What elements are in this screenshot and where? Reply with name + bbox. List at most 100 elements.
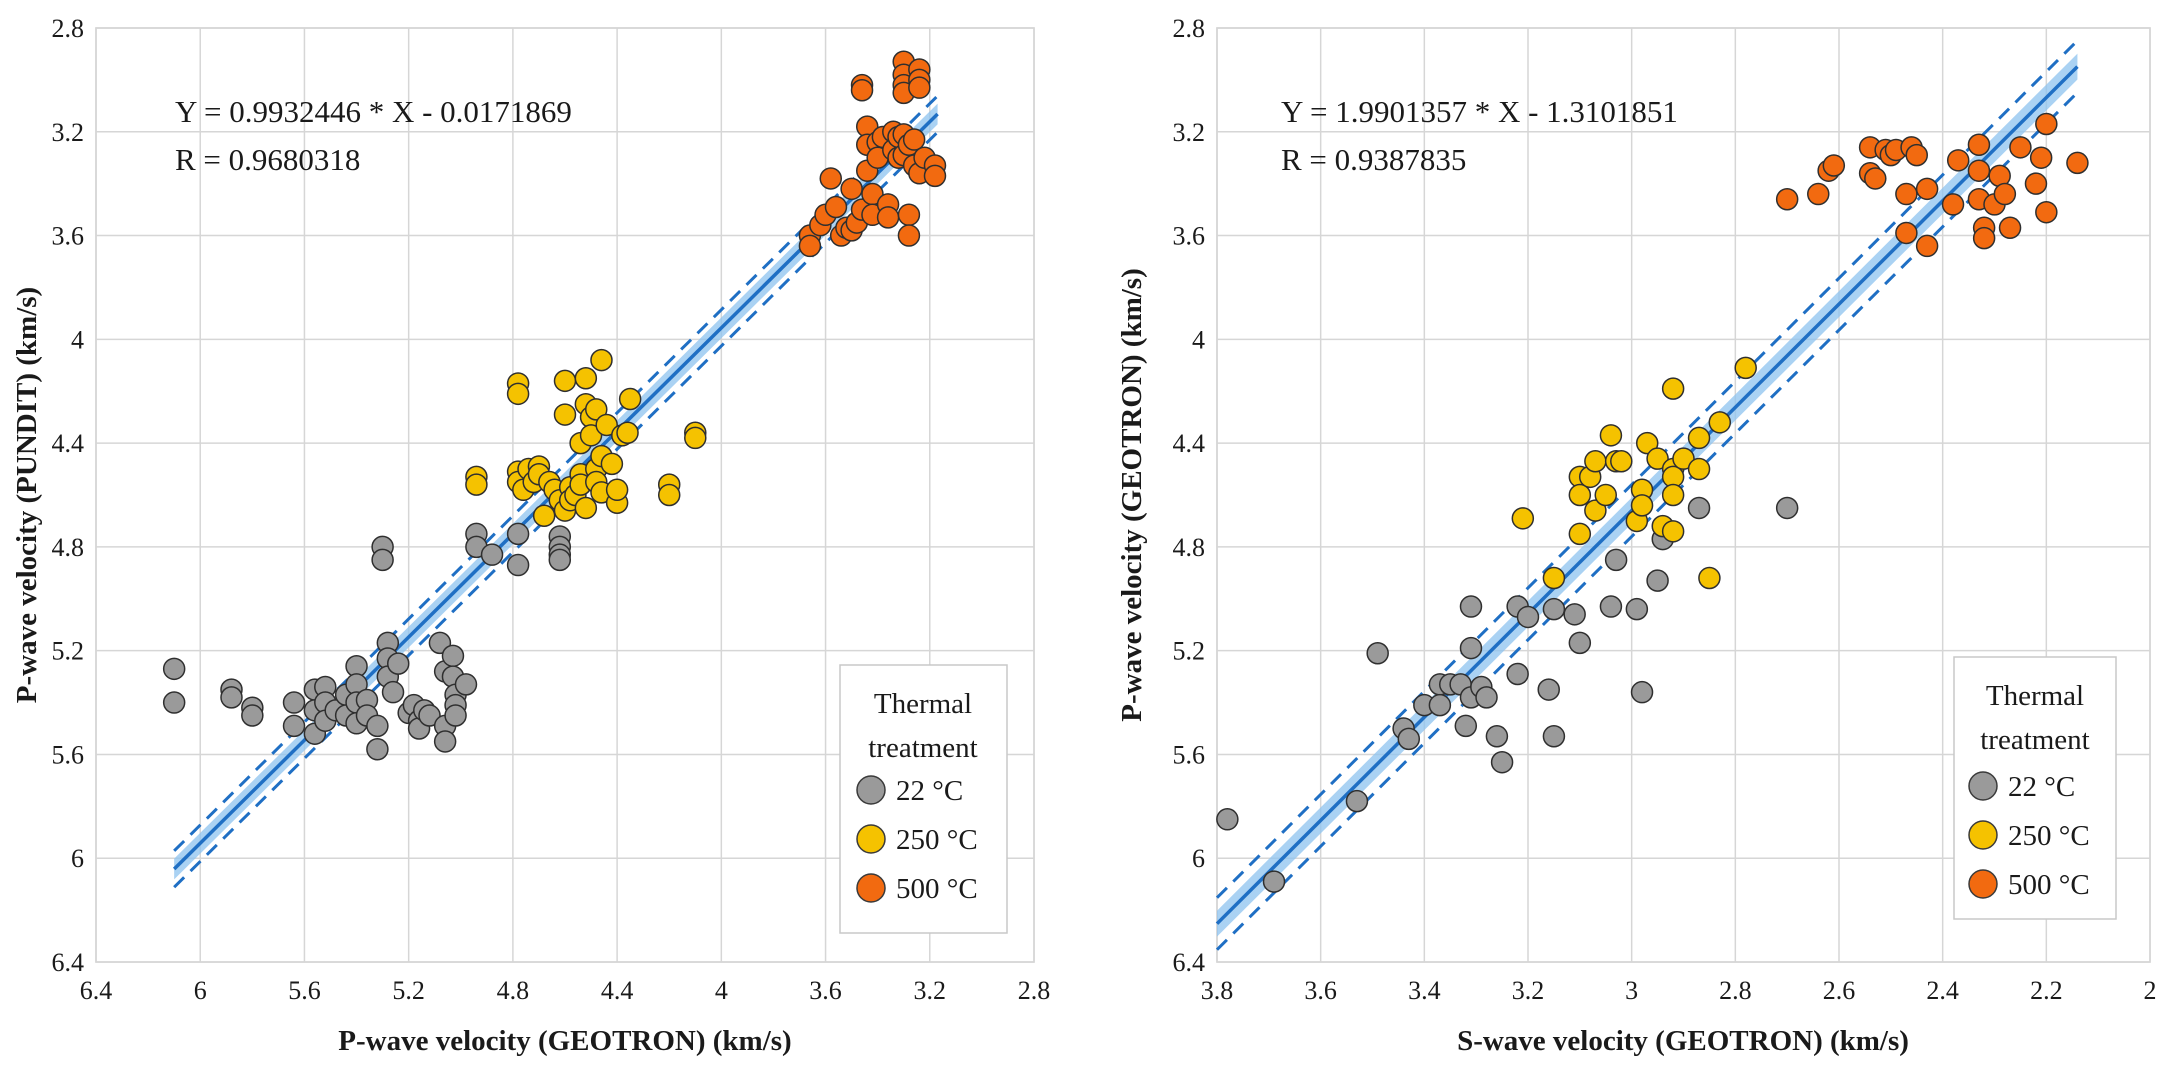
left-point-22c bbox=[418, 704, 441, 727]
right-point-500c bbox=[1967, 133, 1991, 156]
right-x-tick-label: 3.2 bbox=[1512, 976, 1545, 1005]
left-point-22c bbox=[444, 704, 467, 727]
left-correlation-coefficient: R = 0.9680318 bbox=[175, 142, 360, 177]
right-point-500c bbox=[1998, 216, 2022, 240]
right-x-tick-label: 2.4 bbox=[1926, 976, 1959, 1005]
left-y-tick-label: 3.6 bbox=[52, 222, 85, 251]
left-point-22c bbox=[454, 673, 478, 696]
left-x-tick-label: 6.4 bbox=[80, 976, 113, 1005]
right-point-250c bbox=[1542, 566, 1566, 590]
left-point-22c bbox=[441, 644, 465, 668]
right-point-22c bbox=[1485, 725, 1509, 748]
right-y-tick-label: 2.8 bbox=[1173, 14, 1206, 43]
left-point-500c bbox=[902, 128, 926, 151]
right-x-tick-label: 2 bbox=[2144, 976, 2157, 1005]
right-point-500c bbox=[1895, 182, 1918, 206]
left-y-tick-label: 4.4 bbox=[52, 429, 85, 458]
right-point-500c bbox=[2035, 112, 2058, 136]
right-point-22c bbox=[1563, 603, 1586, 626]
left-x-tick-label: 6 bbox=[194, 976, 207, 1005]
left-point-250c bbox=[465, 473, 488, 496]
right-correlation-coefficient: R = 0.9387835 bbox=[1281, 142, 1466, 177]
right-point-250c bbox=[1646, 447, 1669, 470]
right-x-tick-label: 3 bbox=[1625, 976, 1638, 1005]
right-point-22c bbox=[1506, 662, 1529, 686]
left-x-tick-label: 4.4 bbox=[601, 976, 634, 1005]
right-point-500c bbox=[1946, 149, 1970, 172]
right-legend-label-250c: 250 °C bbox=[2008, 820, 2090, 852]
left-legend-marker-500c bbox=[856, 873, 886, 903]
left-point-250c bbox=[616, 421, 639, 444]
right-point-250c bbox=[1698, 566, 1721, 590]
right-point-22c bbox=[1459, 595, 1483, 618]
right-point-22c bbox=[1516, 605, 1540, 629]
left-point-22c bbox=[162, 691, 186, 714]
left-legend-marker-250c bbox=[856, 824, 886, 854]
right-point-250c bbox=[1630, 494, 1654, 517]
right-point-250c bbox=[1594, 483, 1617, 507]
right-y-tick-label: 3.2 bbox=[1173, 118, 1206, 147]
left-point-22c bbox=[386, 652, 410, 675]
left-point-250c bbox=[553, 369, 577, 393]
left-point-22c bbox=[282, 691, 306, 714]
right-x-tick-label: 3.4 bbox=[1408, 976, 1441, 1005]
left-legend-label-250c: 250 °C bbox=[896, 824, 978, 856]
right-point-250c bbox=[1610, 450, 1633, 473]
right-point-250c bbox=[1568, 522, 1592, 546]
right-point-22c bbox=[1775, 496, 1799, 520]
right-x-tick-label: 2.2 bbox=[2030, 976, 2063, 1005]
left-x-tick-labels: 6.4 6 5.6 5.2 4.8 4.4 4 3.6 3.2 2.8 bbox=[80, 976, 1051, 1005]
right-point-250c bbox=[1708, 411, 1732, 434]
left-point-22c bbox=[366, 738, 389, 761]
left-point-250c bbox=[585, 398, 608, 421]
right-plot-area bbox=[1215, 27, 2151, 963]
right-point-500c bbox=[2035, 200, 2058, 224]
left-point-22c bbox=[371, 548, 394, 572]
right-point-500c bbox=[1915, 177, 1939, 201]
left-point-22c bbox=[220, 686, 243, 709]
right-point-500c bbox=[2009, 136, 2032, 159]
right-x-tick-label: 2.8 bbox=[1719, 976, 1752, 1005]
right-series-22c bbox=[1216, 496, 1799, 893]
left-x-axis-title: P-wave velocity (GEOTRON) (km/s) bbox=[338, 1025, 791, 1057]
left-legend-label-500c: 500 °C bbox=[896, 873, 978, 905]
chart-right: 3.8 3.6 3.4 3.2 3 2.8 2.6 2.4 2.2 2 2.8 3.2 3.6 4 4.4… bbox=[1116, 14, 2157, 1057]
left-y-tick-label: 2.8 bbox=[52, 14, 85, 43]
left-x-tick-label: 3.6 bbox=[809, 976, 842, 1005]
right-point-250c bbox=[1584, 499, 1607, 522]
left-point-22c bbox=[506, 522, 530, 546]
right-y-tick-label: 5.6 bbox=[1173, 740, 1206, 769]
left-y-tick-label: 6.4 bbox=[52, 948, 85, 977]
right-point-22c bbox=[1454, 714, 1478, 738]
right-point-22c bbox=[1604, 548, 1628, 572]
right-point-250c bbox=[1568, 483, 1592, 507]
left-point-500c bbox=[897, 224, 921, 247]
left-point-250c bbox=[532, 504, 556, 528]
left-point-250c bbox=[553, 403, 577, 426]
left-y-tick-label: 5.6 bbox=[52, 740, 85, 769]
right-point-500c bbox=[2024, 172, 2048, 195]
right-series-500c bbox=[1775, 112, 2089, 258]
right-point-22c bbox=[1630, 680, 1654, 704]
left-point-250c bbox=[590, 348, 613, 372]
left-regression-equation: Y = 0.9932446 * X - 0.0171869 bbox=[175, 94, 572, 129]
right-point-500c bbox=[2066, 151, 2089, 175]
left-legend-label-22c: 22 °C bbox=[896, 775, 963, 807]
left-x-tick-label: 4 bbox=[715, 976, 728, 1005]
left-point-500c bbox=[876, 206, 900, 229]
right-y-tick-label: 6 bbox=[1192, 844, 1205, 873]
right-legend-label-22c: 22 °C bbox=[2008, 771, 2075, 803]
right-legend-marker-250c bbox=[1968, 820, 1998, 850]
left-scatter-points bbox=[162, 50, 947, 761]
right-point-22c bbox=[1262, 870, 1286, 893]
left-y-tick-label: 4.8 bbox=[52, 533, 85, 562]
left-point-250c bbox=[595, 413, 618, 437]
right-point-500c bbox=[1822, 154, 1846, 177]
right-point-22c bbox=[1475, 686, 1498, 709]
left-x-tick-label: 3.2 bbox=[914, 976, 947, 1005]
left-point-500c bbox=[819, 167, 843, 190]
right-point-22c bbox=[1216, 808, 1239, 831]
right-x-tick-label: 2.6 bbox=[1823, 976, 1856, 1005]
right-y-tick-label: 3.6 bbox=[1173, 222, 1206, 251]
right-point-500c bbox=[1775, 187, 1799, 211]
